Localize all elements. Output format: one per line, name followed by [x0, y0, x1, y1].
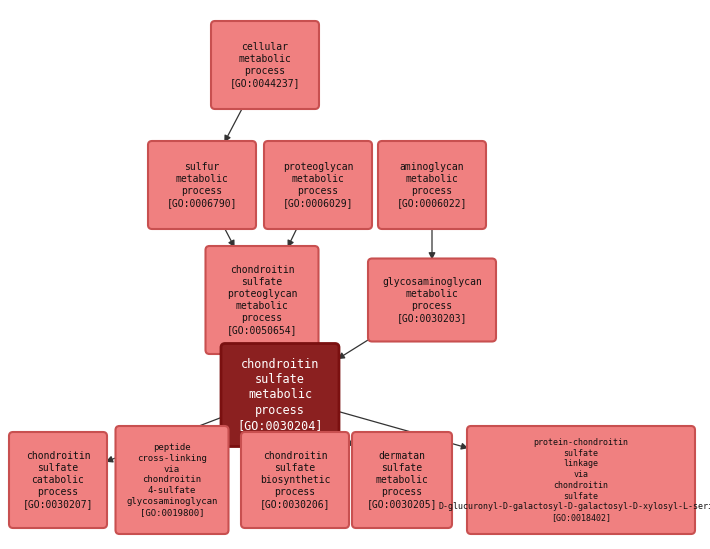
- Text: sulfur
metabolic
process
[GO:0006790]: sulfur metabolic process [GO:0006790]: [167, 162, 237, 208]
- Text: chondroitin
sulfate
catabolic
process
[GO:0030207]: chondroitin sulfate catabolic process [G…: [23, 451, 93, 509]
- Text: dermatan
sulfate
metabolic
process
[GO:0030205]: dermatan sulfate metabolic process [GO:0…: [367, 451, 437, 509]
- Text: chondroitin
sulfate
metabolic
process
[GO:0030204]: chondroitin sulfate metabolic process [G…: [237, 357, 323, 433]
- FancyBboxPatch shape: [368, 259, 496, 341]
- FancyBboxPatch shape: [116, 426, 229, 534]
- Text: aminoglycan
metabolic
process
[GO:0006022]: aminoglycan metabolic process [GO:000602…: [397, 162, 467, 208]
- FancyBboxPatch shape: [211, 21, 319, 109]
- FancyBboxPatch shape: [205, 246, 319, 354]
- Text: glycosaminoglycan
metabolic
process
[GO:0030203]: glycosaminoglycan metabolic process [GO:…: [382, 277, 482, 323]
- FancyBboxPatch shape: [378, 141, 486, 229]
- FancyBboxPatch shape: [467, 426, 695, 534]
- Text: chondroitin
sulfate
proteoglycan
metabolic
process
[GO:0050654]: chondroitin sulfate proteoglycan metabol…: [226, 265, 297, 335]
- Text: peptide
cross-linking
via
chondroitin
4-sulfate
glycosaminoglycan
[GO:0019800]: peptide cross-linking via chondroitin 4-…: [126, 443, 218, 517]
- FancyBboxPatch shape: [241, 432, 349, 528]
- FancyBboxPatch shape: [264, 141, 372, 229]
- FancyBboxPatch shape: [9, 432, 107, 528]
- FancyBboxPatch shape: [148, 141, 256, 229]
- FancyBboxPatch shape: [352, 432, 452, 528]
- Text: cellular
metabolic
process
[GO:0044237]: cellular metabolic process [GO:0044237]: [230, 42, 300, 88]
- Text: chondroitin
sulfate
biosynthetic
process
[GO:0030206]: chondroitin sulfate biosynthetic process…: [260, 451, 330, 509]
- Text: proteoglycan
metabolic
process
[GO:0006029]: proteoglycan metabolic process [GO:00060…: [283, 162, 354, 208]
- Text: protein-chondroitin
sulfate
linkage
via
chondroitin
sulfate
D-glucuronyl-D-galac: protein-chondroitin sulfate linkage via …: [439, 438, 710, 522]
- FancyBboxPatch shape: [221, 344, 339, 446]
